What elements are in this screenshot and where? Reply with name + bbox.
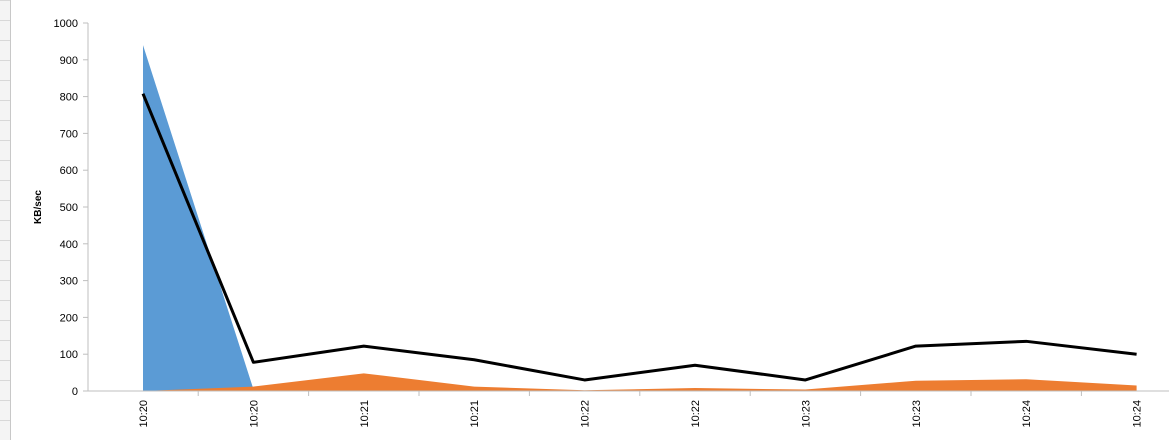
y-tick-label: 700: [60, 128, 78, 140]
y-tick-label: 200: [60, 312, 78, 324]
x-tick-label: 10:21: [359, 400, 371, 428]
y-tick-label: 800: [60, 92, 78, 104]
y-tick-label: 300: [60, 276, 78, 288]
spreadsheet-row-gridlines: [0, 0, 11, 440]
x-tick-label: 10:23: [800, 400, 812, 428]
area-chart: Disk Read KB/s Disk Write KB/s IO/sec 0 1…: [33, 0, 1169, 428]
area-series-1: [143, 45, 1137, 391]
y-tick-label: 500: [60, 202, 78, 214]
x-tick-label: 10:24: [1132, 400, 1144, 428]
legend-item-3: IO/sec: [761, 0, 793, 1]
legend-item-2: Disk Write KB/s: [631, 0, 708, 1]
legend-item-1: Disk Read KB/s: [501, 0, 579, 1]
line-series-3: [141, 93, 1137, 382]
area-series-2: [143, 373, 1137, 391]
x-tick-label: 10:20: [248, 400, 260, 428]
y-tick-label: 0: [72, 386, 78, 398]
x-tick-label: 10:22: [690, 400, 702, 428]
y-tick-label: 100: [60, 349, 78, 361]
x-tick-label: 10:23: [911, 400, 923, 428]
x-tick-label: 10:20: [138, 400, 150, 428]
chart-area: Disk Read KB/s Disk Write KB/s IO/sec 0 1…: [11, 0, 1169, 440]
x-tick-label: 10:24: [1021, 400, 1033, 428]
x-tick-label: 10:21: [469, 400, 481, 428]
x-tick-label: 10:22: [580, 400, 592, 428]
y-tick-label: 900: [60, 55, 78, 67]
y-tick-label: 600: [60, 165, 78, 177]
y-axis-title: KB/sec: [33, 190, 44, 224]
legend: Disk Read KB/s Disk Write KB/s IO/sec: [501, 0, 793, 1]
y-tick-label: 1000: [54, 18, 78, 30]
plot-area: 0 100 200 300 400 500 600 700 800 900 1000 KB/sec 10…: [33, 18, 1169, 428]
y-tick-label: 400: [60, 239, 78, 251]
